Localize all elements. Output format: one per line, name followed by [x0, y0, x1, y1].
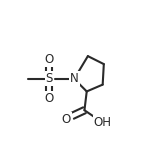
Text: S: S [45, 72, 53, 85]
Text: N: N [70, 72, 79, 85]
Text: O: O [62, 113, 71, 126]
Text: O: O [45, 92, 54, 105]
Text: O: O [45, 53, 54, 66]
Text: OH: OH [94, 116, 112, 129]
